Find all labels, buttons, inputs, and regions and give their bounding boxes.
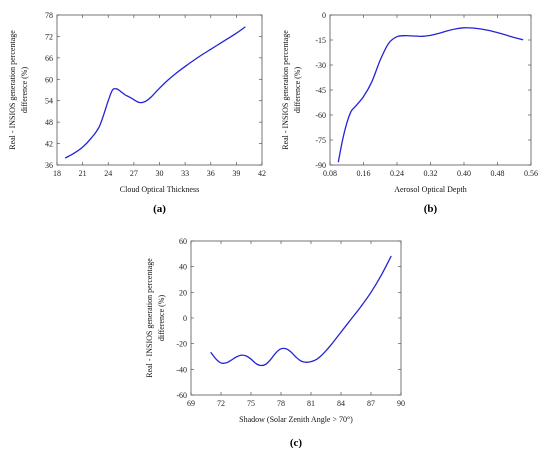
plot-frame: [329, 14, 532, 166]
panel-label: (b): [424, 203, 438, 215]
x-tick-label: 0.48: [491, 169, 505, 178]
x-tick-label: 0.24: [390, 169, 404, 178]
chart-panel-a: 18 21 24 27 30 33 36 39 42 36 42 48 54 60 66 72 78 Cloud …: [8, 11, 266, 215]
x-tick-label: 87: [367, 399, 375, 408]
x-tick-label: 39: [232, 169, 240, 178]
y-axis-label-line-1: Real - INSIOS generation percentage: [145, 258, 154, 378]
plot-frame: [190, 240, 402, 396]
x-tick-label: 75: [247, 399, 255, 408]
y-tick-label: -40: [176, 365, 187, 374]
x-tick-label: 36: [207, 169, 215, 178]
panel-label: (a): [153, 203, 166, 215]
x-tick-label: 21: [79, 169, 87, 178]
y-tick-label: 36: [45, 161, 53, 170]
y-tick-label: 42: [45, 140, 53, 149]
x-axis-label: Aerosol Optical Depth: [394, 185, 466, 194]
y-tick-label: 60: [45, 75, 53, 84]
y-tick-label: -90: [315, 161, 326, 170]
chart-panel-b: 0.08 0.16 0.24 0.32 0.40 0.48 0.56 -90 -75 -60 -45…: [281, 11, 538, 215]
y-axis-label-line-1: Real - INSIOS generation percentage: [8, 30, 17, 150]
y-tick-label: -60: [176, 391, 187, 400]
y-tick-label: -60: [315, 111, 326, 120]
y-tick-label: 54: [45, 97, 53, 106]
x-tick-label: 0.08: [323, 169, 337, 178]
y-axis-label-line-2: difference (%): [157, 295, 166, 342]
y-tick-label: 66: [45, 54, 53, 63]
y-axis-label-line-2: difference (%): [20, 67, 29, 114]
x-tick-label: 33: [181, 169, 189, 178]
x-tick-label: 18: [53, 169, 61, 178]
series-line-1: [337, 27, 524, 163]
series-line-1: [64, 26, 246, 159]
x-tick-label: 72: [217, 399, 225, 408]
x-tick-label: 81: [307, 399, 315, 408]
y-tick-label: -20: [176, 340, 187, 349]
y-tick-label: 72: [45, 32, 53, 41]
x-tick-label: 27: [130, 169, 138, 178]
x-tick-label: 0.40: [457, 169, 471, 178]
y-tick-label: 0: [322, 11, 326, 20]
x-tick-label: 84: [337, 399, 345, 408]
y-tick-label: -75: [315, 136, 326, 145]
x-tick-label: 90: [397, 399, 405, 408]
y-tick-label: 40: [179, 263, 187, 272]
chart-panel-c: 69 72 75 78 81 84 87 90 -60 -40 -20 0 20 40 60 Shadow (…: [145, 237, 405, 449]
y-tick-label: 0: [183, 314, 187, 323]
x-tick-label: 30: [156, 169, 164, 178]
y-tick-label: 60: [179, 237, 187, 246]
x-tick-label: 78: [277, 399, 285, 408]
y-tick-label: 48: [45, 118, 53, 127]
x-tick-label: 42: [258, 169, 266, 178]
panel-label: (c): [290, 437, 303, 449]
y-tick-label: 20: [179, 288, 187, 297]
series-line-1: [210, 255, 392, 367]
y-axis-label-line-1: Real - INSIOS generation percentage: [281, 30, 290, 150]
y-tick-label: -45: [315, 86, 326, 95]
y-tick-label: -30: [315, 61, 326, 70]
x-tick-label: 0.32: [424, 169, 438, 178]
y-tick-label: -15: [315, 36, 326, 45]
x-tick-label: 24: [104, 169, 112, 178]
x-tick-label: 0.16: [357, 169, 371, 178]
x-axis-label: Cloud Optical Thickness: [120, 185, 199, 194]
x-tick-label: 0.56: [524, 169, 538, 178]
x-axis-label: Shadow (Solar Zenith Angle > 70°): [239, 415, 353, 424]
y-tick-label: 78: [45, 11, 53, 20]
y-axis-label-line-2: difference (%): [293, 67, 302, 114]
x-tick-label: 69: [187, 399, 195, 408]
